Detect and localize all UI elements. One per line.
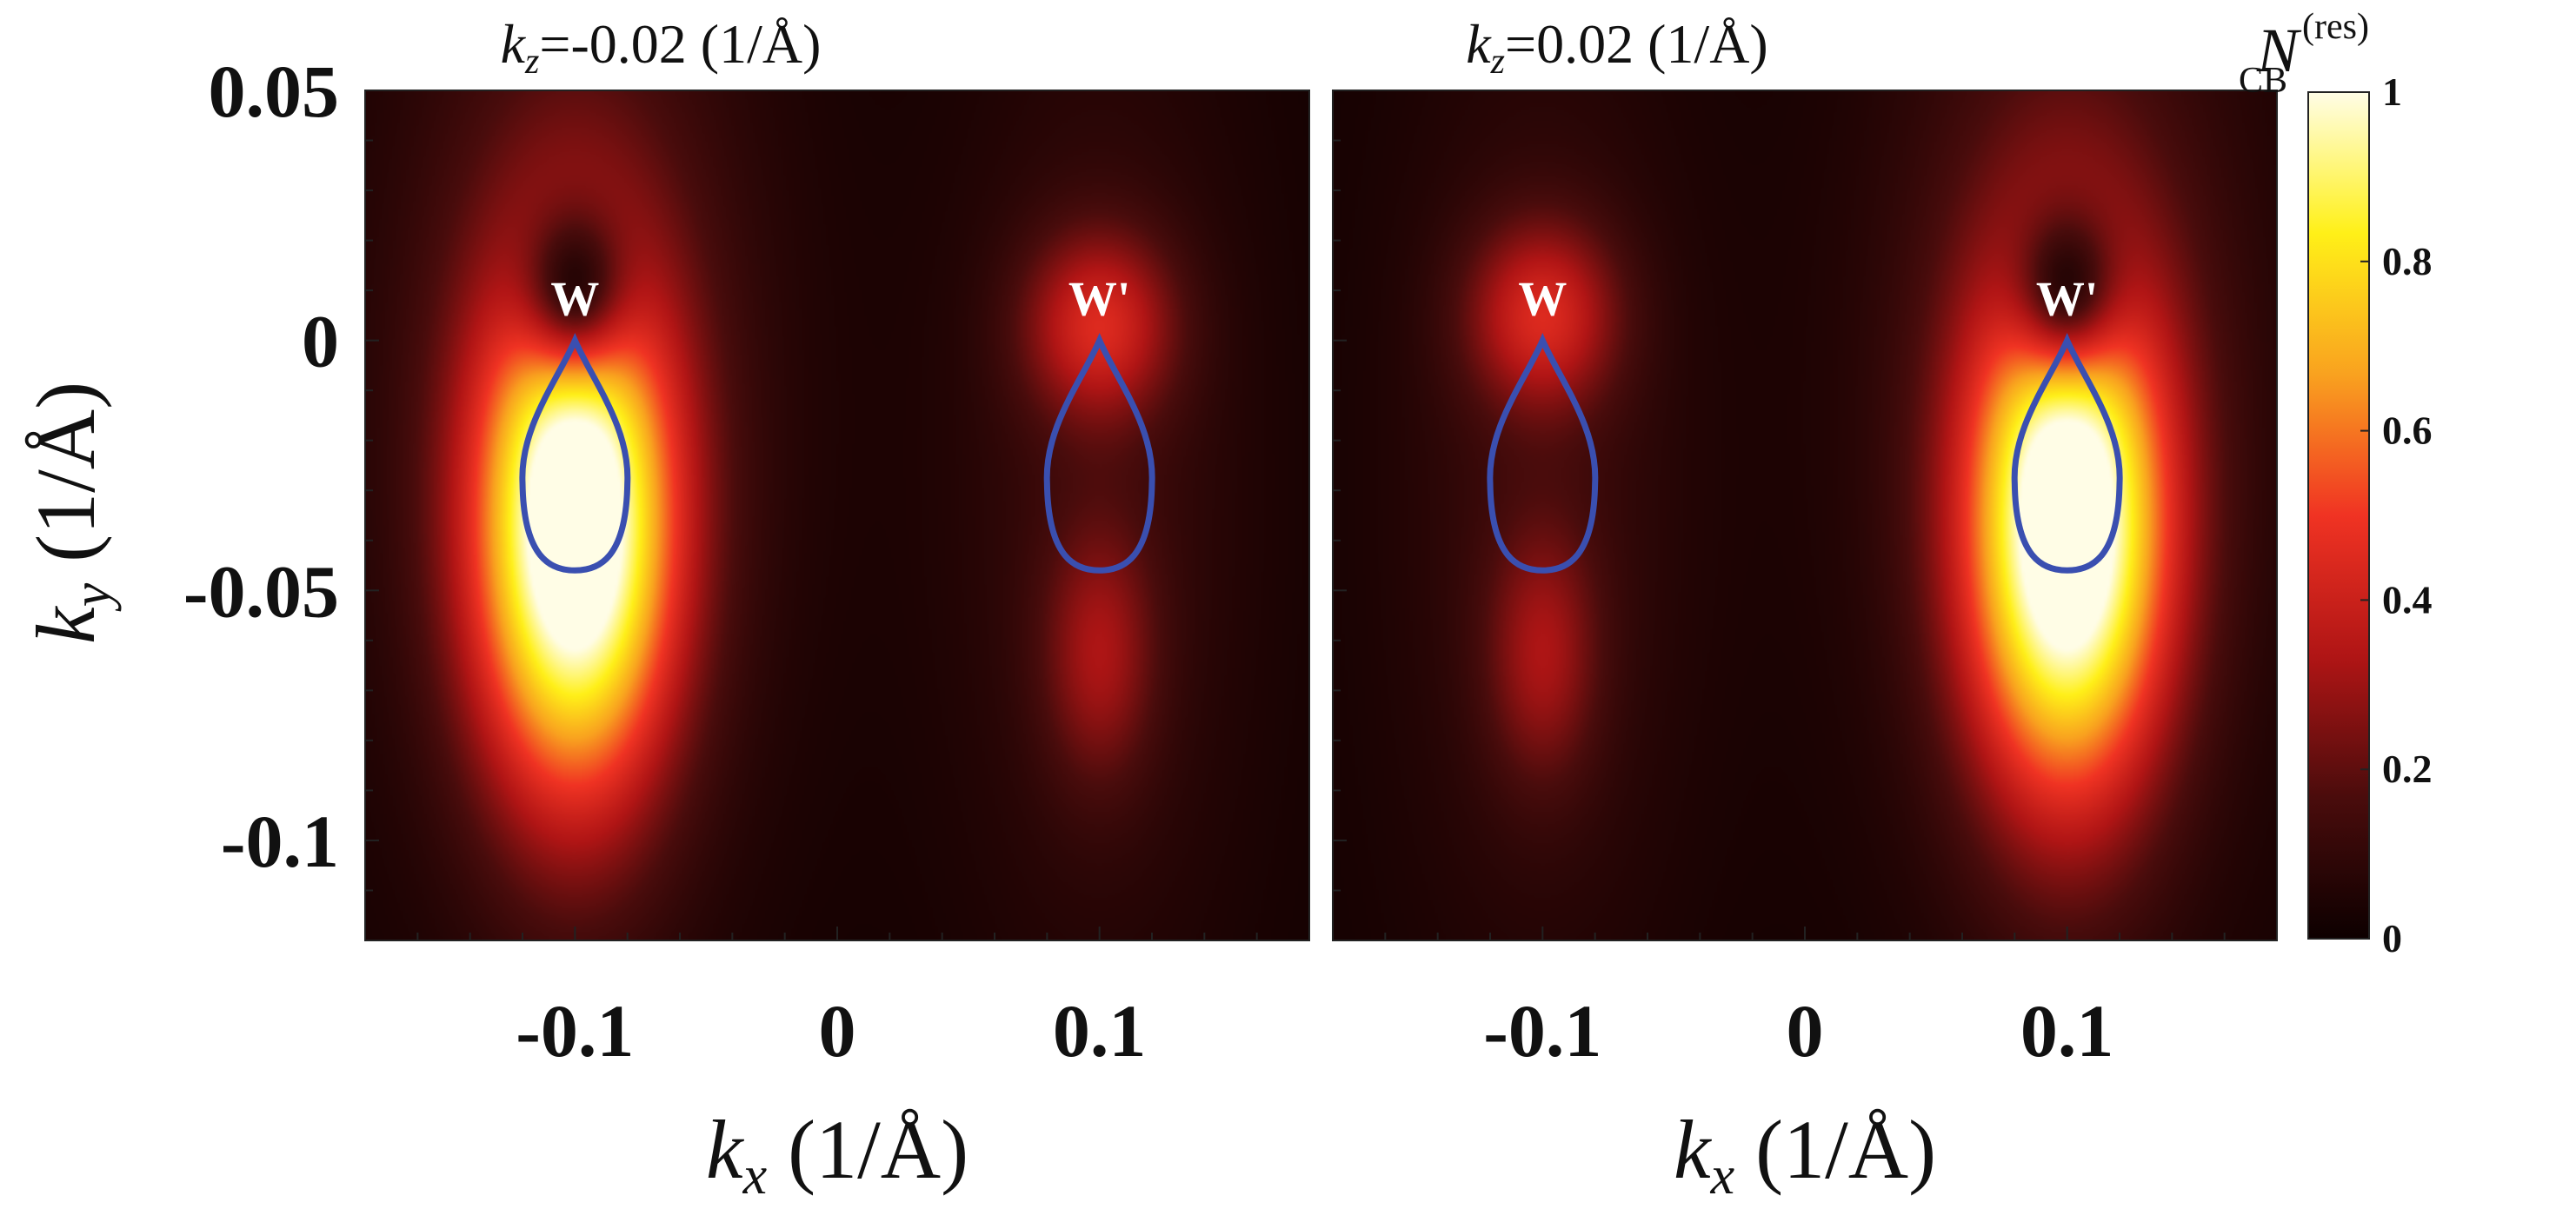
colorbar: N(res) CB 0 0.2 0.4 0.6 0.8 1 [2239,7,2433,960]
point-annotation: W' [2036,272,2099,326]
x-tick-label: -0.1 [516,989,634,1073]
fermi-contour [1487,333,1599,574]
y-tick-label: -0.1 [221,800,339,883]
panel-right-x-axis-label: kx (1/Å) [1674,1103,1936,1206]
colorbar-tick-label: 0.4 [2382,577,2433,621]
panel-left-x-axis-label: kx (1/Å) [706,1103,968,1206]
colorbar-gradient [2307,91,2370,940]
x-tick-label: -0.1 [1483,989,1601,1073]
panel-right: kz=0.02 (1/Å) W W' -0.1 0 0.1 kx (1/Å) [1332,13,2278,1206]
panel-right-y-ticks [1333,90,1347,941]
colorbar-label: N(res) CB [2239,7,2369,101]
colorbar-tick-label: 0 [2382,916,2402,960]
point-annotation: W' [1068,272,1131,326]
x-tick-label: 0.1 [2020,989,2114,1073]
colorbar-tick-label: 0.2 [2382,747,2433,791]
panel-right-title: kz=0.02 (1/Å) [1466,13,1767,82]
fermi-contour [519,333,631,574]
panel-left-x-ticks: -0.1 0 0.1 [364,927,1310,1073]
colorbar-tick-label: 0.6 [2382,409,2433,453]
heatmap-left [365,90,1309,940]
point-annotation: W [1518,272,1567,326]
panel-left-y-axis-label: ky (1/Å) [19,382,122,644]
fermi-contour [2011,333,2123,574]
panel-left-overlay: W W' [519,272,1155,574]
panel-left: kz=-0.02 (1/Å) W W' -0.1 0 0.1 0.05 0 -0.05 -0… [19,13,1310,1206]
heatmap-right [1333,90,2277,940]
x-tick-label: 0 [819,989,856,1073]
x-tick-label: 0 [1787,989,1824,1073]
x-tick-label: 0.1 [1053,989,1147,1073]
colorbar-ticks: 0 0.2 0.4 0.6 0.8 1 [2360,70,2433,960]
fermi-contour [1043,333,1155,574]
panel-left-y-ticks: 0.05 0 -0.05 -0.1 [183,50,379,941]
y-tick-label: 0 [302,300,339,383]
colorbar-tick-label: 1 [2382,70,2402,114]
y-tick-label: -0.05 [183,549,339,633]
panel-left-title: kz=-0.02 (1/Å) [501,13,822,82]
point-annotation: W [550,272,599,326]
y-tick-label: 0.05 [209,50,340,133]
panel-right-x-ticks: -0.1 0 0.1 [1332,927,2278,1073]
colorbar-tick-label: 0.8 [2382,239,2433,283]
panel-right-overlay: W W' [1487,272,2123,574]
